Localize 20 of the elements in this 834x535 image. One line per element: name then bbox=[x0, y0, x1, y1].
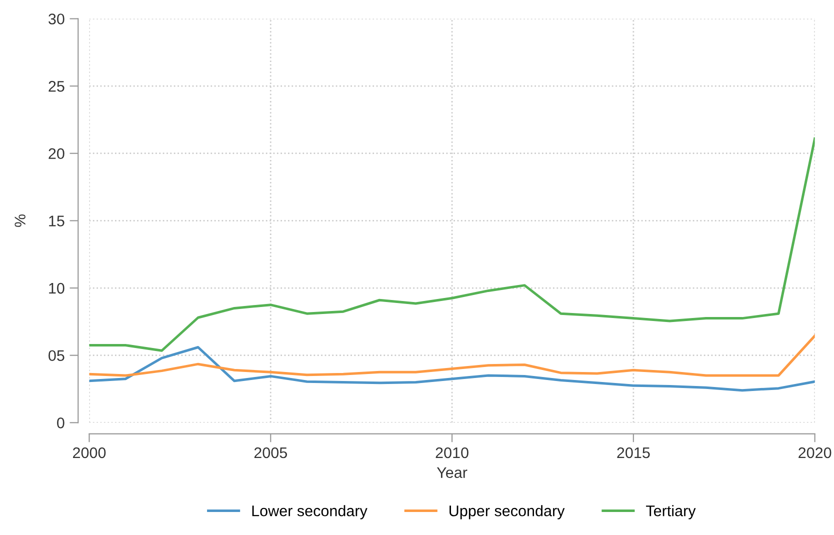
y-tick-label: 30 bbox=[48, 14, 64, 24]
x-tick-label: 2020 bbox=[798, 447, 832, 458]
x-axis-title: Year bbox=[436, 467, 468, 478]
line-series bbox=[89, 334, 815, 377]
legend-label: Upper secondary bbox=[450, 505, 565, 520]
x-tick-label: 2000 bbox=[73, 447, 106, 458]
y-tick-label: 05 bbox=[48, 350, 64, 362]
legend-label: Lower secondary bbox=[252, 505, 368, 520]
y-tick-label: 15 bbox=[49, 216, 64, 226]
line-series bbox=[89, 137, 815, 352]
y-tick-label: 10 bbox=[49, 282, 64, 294]
y-tick-label: 20 bbox=[48, 148, 64, 160]
x-tick-label: 2010 bbox=[436, 447, 468, 458]
x-tick-label: 2005 bbox=[254, 447, 287, 458]
y-tick-label: 0 bbox=[57, 418, 64, 428]
legend-label: Tertiary bbox=[646, 505, 696, 520]
x-tick-label: 2015 bbox=[617, 447, 650, 458]
line-series bbox=[89, 346, 815, 392]
y-tick-label: 25 bbox=[48, 80, 64, 92]
y-axis-title: % bbox=[14, 214, 26, 227]
